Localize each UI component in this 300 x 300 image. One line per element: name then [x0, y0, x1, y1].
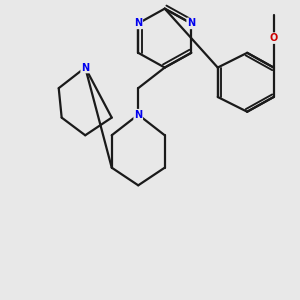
Text: O: O	[269, 33, 278, 43]
Text: N: N	[81, 63, 89, 73]
Text: N: N	[187, 18, 195, 28]
Text: N: N	[134, 110, 142, 120]
Text: N: N	[134, 18, 142, 28]
